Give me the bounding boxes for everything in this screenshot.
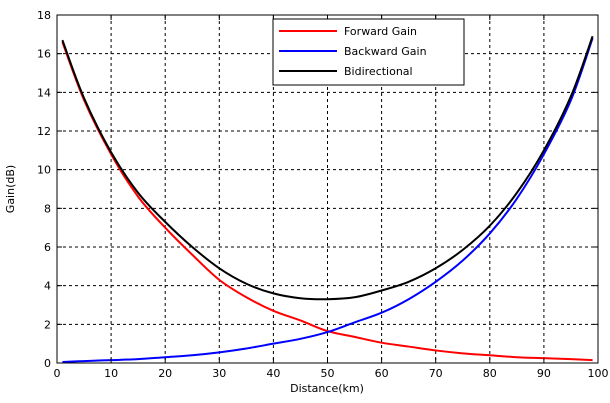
x-tick-label: 0 <box>54 367 61 380</box>
y-tick-label: 2 <box>44 318 51 331</box>
x-tick-label: 30 <box>212 367 226 380</box>
legend-label-backward-gain: Backward Gain <box>344 45 427 58</box>
x-tick-label: 60 <box>375 367 389 380</box>
legend-label-bidirectional: Bidirectional <box>344 65 413 78</box>
y-tick-label: 18 <box>37 9 51 22</box>
x-tick-label: 10 <box>104 367 118 380</box>
legend-label-forward-gain: Forward Gain <box>344 25 417 38</box>
x-tick-label: 100 <box>588 367 609 380</box>
series-line-bidirectional <box>61 35 594 301</box>
series-line-backward-gain <box>62 37 594 364</box>
x-tick-label: 20 <box>158 367 172 380</box>
series-lines <box>61 35 594 364</box>
y-tick-label: 16 <box>37 48 51 61</box>
y-tick-label: 0 <box>44 357 51 370</box>
y-tick-label: 4 <box>44 280 51 293</box>
axis-ticks: 0 10 20 30 40 50 60 70 80 90 100 0 2 4 6 8 10 12 14 16 18 <box>37 9 609 380</box>
x-tick-label: 80 <box>483 367 497 380</box>
y-tick-label: 8 <box>44 202 51 215</box>
x-axis-label: Distance(km) <box>290 382 364 395</box>
y-tick-label: 14 <box>37 86 51 99</box>
y-tick-label: 6 <box>44 241 51 254</box>
x-tick-label: 50 <box>321 367 335 380</box>
x-tick-label: 70 <box>429 367 443 380</box>
x-tick-label: 40 <box>266 367 280 380</box>
y-tick-label: 12 <box>37 125 51 138</box>
x-tick-label: 90 <box>537 367 551 380</box>
y-tick-label: 10 <box>37 164 51 177</box>
legend: Forward Gain Backward Gain Bidirectional <box>272 18 465 86</box>
y-axis-label: Gain(dB) <box>4 165 17 213</box>
